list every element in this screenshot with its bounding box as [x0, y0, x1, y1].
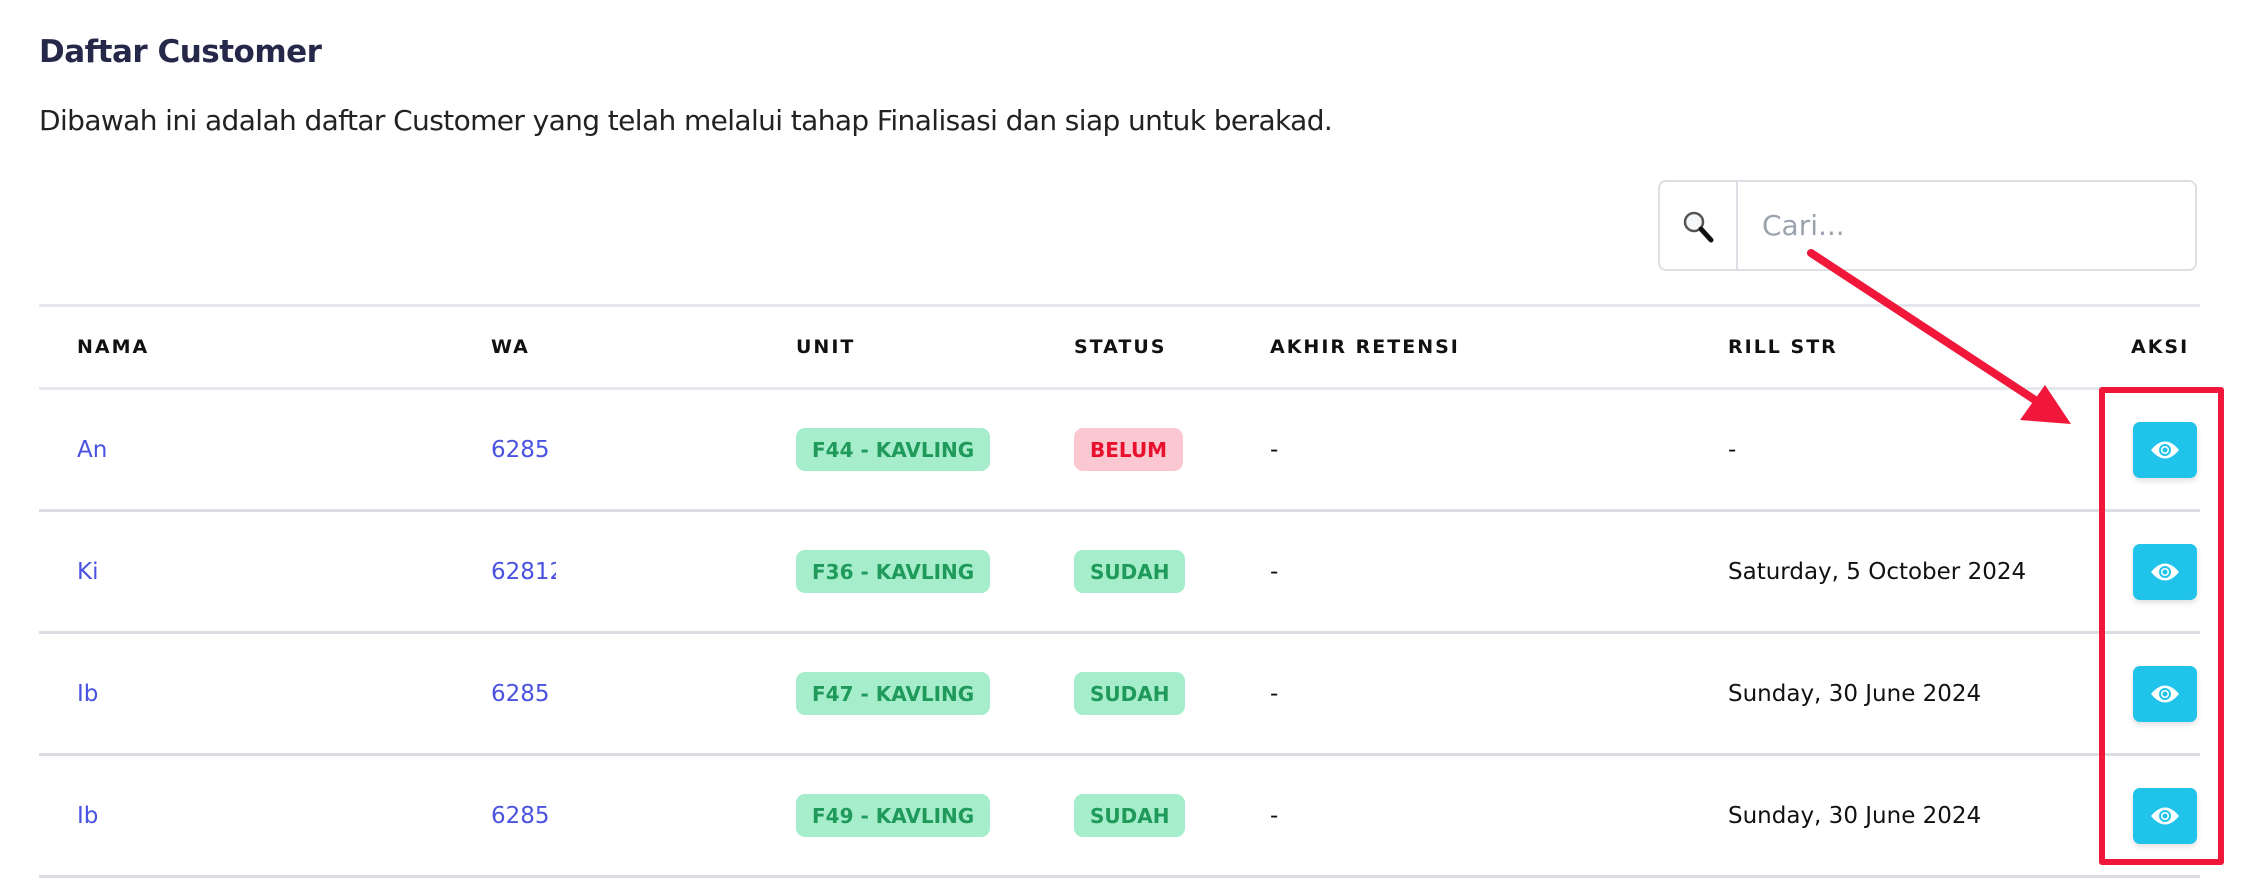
eye-icon: [2151, 807, 2179, 824]
table-row: Ib 6285 F49 - KAVLING SUDAH - Sunday, 30…: [39, 756, 2200, 878]
column-header-nama[interactable]: NAMA: [77, 336, 150, 358]
whatsapp-link[interactable]: 6285: [491, 680, 550, 707]
page-title: Daftar Customer: [39, 34, 322, 70]
customer-table: NAMA WA UNIT STATUS AKHIR RETENSI RILL S…: [39, 304, 2200, 878]
status-badge: SUDAH: [1074, 672, 1186, 715]
view-button[interactable]: [2133, 665, 2197, 722]
akhir-retensi-value: -: [1270, 680, 1279, 707]
search-input[interactable]: [1738, 182, 2195, 269]
akhir-retensi-value: -: [1270, 558, 1279, 585]
customer-name-link[interactable]: Ib: [77, 802, 99, 829]
search-box: [1658, 180, 2197, 271]
akhir-retensi-value: -: [1270, 802, 1279, 829]
eye-icon: [2151, 441, 2179, 458]
unit-badge: F44 - KAVLING: [796, 428, 991, 471]
status-badge: SUDAH: [1074, 550, 1186, 593]
table-row: An 6285 F44 - KAVLING BELUM - -: [39, 390, 2200, 512]
whatsapp-link[interactable]: 62812: [491, 558, 556, 585]
column-header-status[interactable]: STATUS: [1074, 336, 1167, 358]
unit-badge: F49 - KAVLING: [796, 794, 991, 837]
status-badge: SUDAH: [1074, 794, 1186, 837]
column-header-rill-str[interactable]: RILL STR: [1728, 336, 1838, 358]
customer-name-link[interactable]: An: [77, 436, 108, 463]
akhir-retensi-value: -: [1270, 436, 1279, 463]
eye-icon: [2151, 563, 2179, 580]
table-row: Ki 62812 F36 - KAVLING SUDAH - Saturday,…: [39, 512, 2200, 634]
column-header-wa[interactable]: WA: [491, 336, 530, 358]
unit-badge: F36 - KAVLING: [796, 550, 991, 593]
table-header: NAMA WA UNIT STATUS AKHIR RETENSI RILL S…: [39, 307, 2200, 390]
view-button[interactable]: [2133, 787, 2197, 844]
rill-str-value: Saturday, 5 October 2024: [1728, 558, 2027, 585]
rill-str-value: -: [1728, 436, 1737, 463]
customer-name-link[interactable]: Ib: [77, 680, 99, 707]
unit-badge: F47 - KAVLING: [796, 672, 991, 715]
page-description: Dibawah ini adalah daftar Customer yang …: [39, 104, 1333, 137]
search-icon: [1660, 182, 1738, 269]
rill-str-value: Sunday, 30 June 2024: [1728, 680, 1982, 707]
column-header-aksi: AKSI: [2131, 336, 2190, 358]
rill-str-value: Sunday, 30 June 2024: [1728, 802, 1982, 829]
whatsapp-link[interactable]: 6285: [491, 802, 550, 829]
column-header-akhir-retensi[interactable]: AKHIR RETENSI: [1270, 336, 1460, 358]
customer-name-link[interactable]: Ki: [77, 558, 99, 585]
view-button[interactable]: [2133, 543, 2197, 600]
status-badge: BELUM: [1074, 428, 1184, 471]
whatsapp-link[interactable]: 6285: [491, 436, 550, 463]
table-row: Ib 6285 F47 - KAVLING SUDAH - Sunday, 30…: [39, 634, 2200, 756]
eye-icon: [2151, 685, 2179, 702]
view-button[interactable]: [2133, 421, 2197, 478]
column-header-unit[interactable]: UNIT: [796, 336, 856, 358]
